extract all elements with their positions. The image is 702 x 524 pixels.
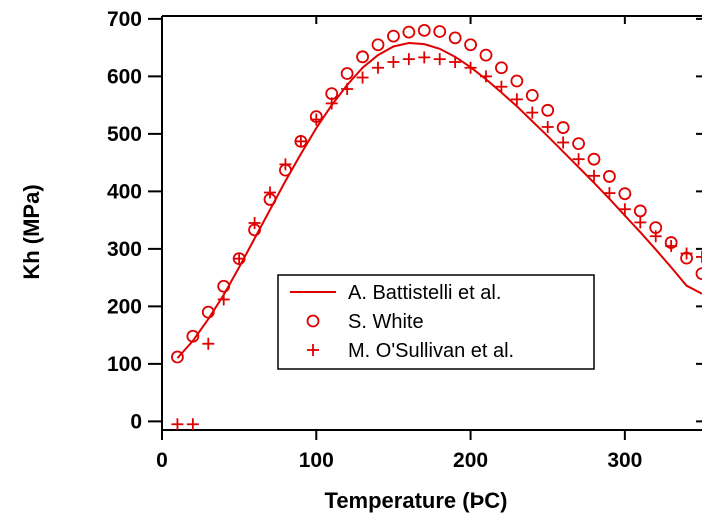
data-point — [541, 103, 555, 117]
data-point — [572, 137, 585, 151]
data-point — [572, 153, 585, 166]
data-point — [464, 38, 477, 52]
data-point — [371, 38, 385, 52]
data-point — [464, 61, 477, 74]
data-point — [588, 169, 600, 182]
data-point — [217, 293, 230, 306]
legend-marker-symbol — [306, 314, 320, 328]
x-tick-label: 300 — [607, 449, 642, 472]
legend-item: S. White — [306, 311, 424, 333]
data-point — [495, 80, 508, 93]
data-point — [372, 61, 384, 74]
data-point — [356, 71, 369, 84]
data-point — [603, 170, 616, 183]
data-point — [417, 23, 431, 37]
data-point — [387, 56, 400, 68]
data-point — [665, 240, 678, 252]
x-axis-title: Temperature (ÞC) — [325, 488, 508, 513]
legend-marker-symbol — [307, 344, 319, 356]
data-point — [186, 329, 200, 343]
series-2 — [171, 51, 702, 430]
y-tick-label: 500 — [107, 123, 142, 146]
legend-label: S. White — [348, 311, 424, 333]
x-ticks: 0 100 200 300 — [156, 16, 642, 472]
data-point — [556, 121, 570, 134]
x-tick-label: 100 — [299, 449, 334, 472]
x-tick-label: 200 — [453, 449, 488, 472]
y-tick-label: 400 — [107, 180, 142, 203]
plot-area — [171, 23, 702, 430]
data-point — [310, 113, 323, 126]
series-line — [176, 42, 702, 359]
y-tick-label: 300 — [107, 238, 142, 261]
legend-box — [277, 274, 595, 370]
data-point — [294, 135, 307, 148]
data-point — [526, 106, 539, 119]
data-point — [433, 53, 446, 66]
data-point — [356, 50, 369, 64]
data-point — [525, 88, 539, 102]
data-point — [340, 67, 354, 80]
series-0 — [176, 42, 702, 359]
data-point — [264, 186, 276, 199]
data-point — [387, 29, 400, 43]
x-tick-label: 0 — [156, 449, 168, 472]
axes — [161, 15, 702, 431]
data-point — [696, 250, 702, 263]
data-point — [541, 120, 554, 133]
y-tick-label: 100 — [107, 353, 142, 376]
data-point — [341, 83, 354, 96]
data-point — [433, 25, 447, 38]
data-point — [695, 267, 702, 280]
legend-item: A. Battistelli et al. — [290, 282, 501, 304]
y-axis-title: Kh (MPa) — [19, 184, 44, 279]
data-point — [587, 152, 601, 166]
data-point — [202, 337, 215, 350]
series-1 — [171, 23, 702, 364]
y-tick-label: 600 — [107, 65, 142, 88]
data-point — [279, 158, 292, 171]
data-point — [480, 70, 492, 83]
legend-label: M. O'Sullivan et al. — [348, 340, 514, 362]
data-point — [449, 56, 462, 68]
legend-item: M. O'Sullivan et al. — [307, 340, 514, 362]
data-point — [448, 31, 462, 45]
data-point — [557, 136, 570, 149]
data-point — [402, 53, 415, 66]
data-point — [402, 25, 416, 39]
data-point — [233, 252, 246, 265]
data-point — [248, 217, 261, 229]
data-point — [634, 216, 647, 229]
data-point — [495, 61, 508, 75]
data-point — [618, 187, 632, 201]
data-point — [217, 279, 231, 293]
data-point — [186, 418, 199, 430]
y-tick-label: 0 — [130, 410, 142, 433]
legend: A. Battistelli et al. S. White M. O'Sulliv… — [277, 274, 595, 370]
data-point — [418, 51, 431, 64]
data-point — [618, 203, 631, 216]
data-point — [479, 48, 493, 62]
legend-label: A. Battistelli et al. — [348, 282, 501, 304]
y-tick-label: 200 — [107, 295, 142, 318]
data-point — [325, 97, 338, 110]
data-point — [633, 204, 647, 218]
data-point — [171, 418, 184, 430]
data-point — [649, 230, 662, 243]
y-tick-label: 700 — [107, 8, 142, 31]
data-point — [603, 187, 616, 200]
y-ticks: 0 100 200 300 400 500 600 700 — [107, 8, 702, 433]
data-point — [680, 247, 693, 260]
data-point — [510, 74, 524, 88]
data-point — [171, 350, 184, 364]
data-point — [201, 305, 215, 319]
data-point — [510, 93, 523, 106]
